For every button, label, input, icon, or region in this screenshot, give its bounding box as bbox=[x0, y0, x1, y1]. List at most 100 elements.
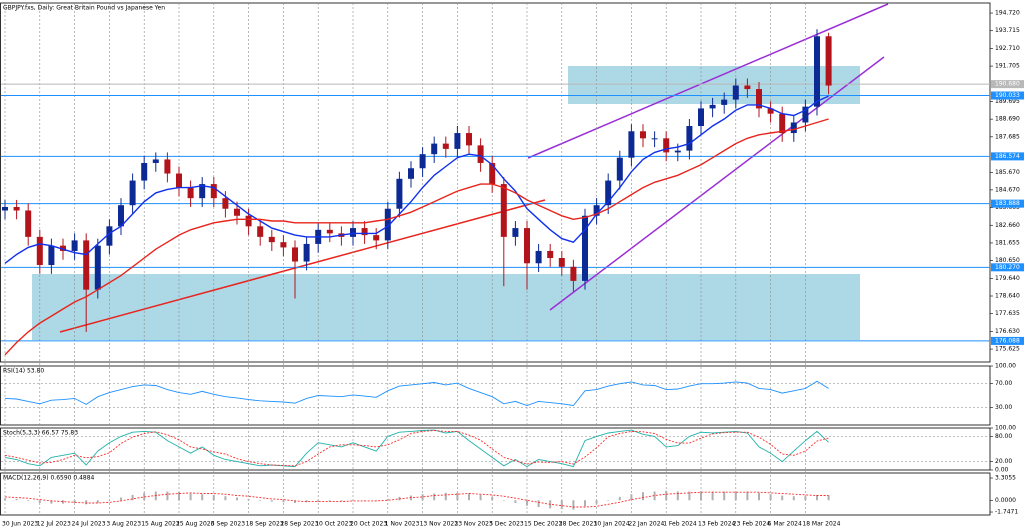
candle-body bbox=[651, 138, 658, 140]
x-tick-label: 12 Jul 2023 bbox=[37, 521, 71, 528]
candle-body bbox=[176, 173, 182, 188]
indicator-line bbox=[4, 429, 829, 468]
histogram-bar bbox=[178, 492, 180, 501]
histogram-bar bbox=[676, 491, 679, 501]
level-label: 190.680 bbox=[995, 81, 1020, 88]
panel-frame bbox=[0, 427, 991, 471]
x-tick-label: 23 Feb 2024 bbox=[733, 521, 771, 528]
candle-body bbox=[187, 187, 194, 199]
panel-title: GBPJPY.fxs, Daily: Great Britain Pound v… bbox=[3, 5, 165, 12]
y-tick-label: 180.650 bbox=[995, 257, 1020, 264]
level-label: 190.033 bbox=[995, 92, 1020, 99]
y-tick-label: 189.695 bbox=[995, 98, 1020, 105]
candle-body bbox=[408, 168, 414, 179]
histogram-bar bbox=[758, 492, 760, 501]
candle-body bbox=[593, 205, 600, 216]
candle-body bbox=[141, 162, 148, 181]
histogram-bar bbox=[247, 498, 250, 501]
histogram-bar bbox=[479, 494, 482, 501]
y-tick-label: 80.00 bbox=[995, 433, 1012, 440]
histogram-bar bbox=[688, 491, 691, 501]
level-label-box bbox=[991, 152, 1024, 161]
candle-body bbox=[234, 208, 240, 216]
histogram-bar bbox=[560, 500, 563, 510]
x-tick-label: 13 Feb 2024 bbox=[698, 521, 736, 528]
histogram-bar bbox=[792, 496, 795, 501]
candle-body bbox=[280, 242, 287, 248]
histogram-bar bbox=[734, 491, 737, 501]
candle-body bbox=[292, 247, 298, 262]
histogram-bar bbox=[131, 494, 134, 501]
y-tick-label: 3.3055 bbox=[995, 475, 1016, 482]
candle-body bbox=[477, 145, 484, 163]
histogram-bar bbox=[642, 492, 644, 501]
histogram-bar bbox=[270, 500, 273, 502]
histogram-bar bbox=[328, 500, 331, 501]
candle-body bbox=[222, 198, 229, 209]
candle-body bbox=[570, 266, 577, 281]
candle-body bbox=[71, 240, 78, 251]
candle-body bbox=[210, 184, 217, 199]
histogram-bar bbox=[491, 496, 494, 501]
histogram-bar bbox=[502, 500, 505, 501]
candle-body bbox=[674, 150, 681, 153]
histogram-bar bbox=[444, 492, 447, 501]
panel-title: Stoch(5,3,3) 66.57 75.83 bbox=[3, 430, 78, 437]
y-tick-label: 187.685 bbox=[995, 133, 1020, 140]
histogram-bar bbox=[189, 493, 192, 501]
candle-body bbox=[512, 228, 519, 237]
y-tick-label: 175.625 bbox=[995, 346, 1020, 353]
candle-body bbox=[663, 138, 670, 153]
histogram-bar bbox=[618, 496, 621, 501]
x-tick-label: 5 Dec 2023 bbox=[489, 521, 524, 528]
x-tick-label: 15 Aug 2023 bbox=[141, 521, 180, 528]
x-tick-label: 18 Sep 2023 bbox=[246, 521, 284, 528]
histogram-bar bbox=[236, 497, 238, 501]
candle-body bbox=[616, 157, 623, 181]
candle-body bbox=[721, 99, 728, 105]
level-label-box bbox=[991, 80, 1024, 89]
histogram-bar bbox=[607, 500, 610, 501]
candle-body bbox=[303, 243, 310, 262]
histogram-bar bbox=[62, 500, 64, 504]
histogram-bar bbox=[143, 492, 146, 501]
histogram-bar bbox=[317, 500, 320, 502]
drawing-objects bbox=[32, 3, 889, 340]
y-tick-label: 194.720 bbox=[995, 10, 1020, 17]
histogram-bar bbox=[526, 500, 528, 506]
histogram-bar bbox=[781, 495, 784, 501]
histogram-bar bbox=[468, 493, 470, 501]
histogram-bar bbox=[166, 491, 169, 501]
x-tick-label: 28 Sep 2023 bbox=[280, 521, 318, 528]
candle-body bbox=[454, 133, 461, 149]
x-tick-label: 6 Mar 2024 bbox=[768, 521, 802, 528]
level-label: 186.574 bbox=[995, 153, 1020, 160]
histogram-bar bbox=[584, 500, 586, 507]
candle-body bbox=[547, 250, 554, 258]
level-label: 183.888 bbox=[995, 200, 1020, 207]
histogram-bar bbox=[700, 491, 702, 501]
histogram-bar bbox=[653, 491, 656, 501]
candle-body bbox=[524, 228, 530, 264]
candle-body bbox=[419, 154, 426, 169]
candle-body bbox=[686, 126, 693, 151]
candle-body bbox=[442, 143, 449, 149]
y-tick-label: 30.00 bbox=[995, 404, 1012, 411]
x-tick-label: 15 Dec 2023 bbox=[524, 521, 563, 528]
candle-body bbox=[350, 228, 356, 237]
y-tick-label: 0.0000 bbox=[995, 497, 1016, 504]
histogram-bar bbox=[212, 494, 215, 501]
histogram-bar bbox=[108, 500, 111, 501]
histogram-bar bbox=[201, 494, 204, 501]
candle-body bbox=[744, 85, 751, 90]
candle-body bbox=[558, 257, 565, 267]
candle-body bbox=[605, 180, 612, 206]
histogram-bar bbox=[259, 500, 262, 501]
histogram-bar bbox=[340, 500, 343, 501]
y-tick-label: 185.670 bbox=[995, 169, 1020, 176]
histogram-bar bbox=[711, 491, 714, 501]
histogram-bar bbox=[514, 500, 517, 503]
candle-body bbox=[779, 113, 786, 134]
panel-frame bbox=[0, 472, 991, 516]
zone bbox=[32, 274, 860, 340]
